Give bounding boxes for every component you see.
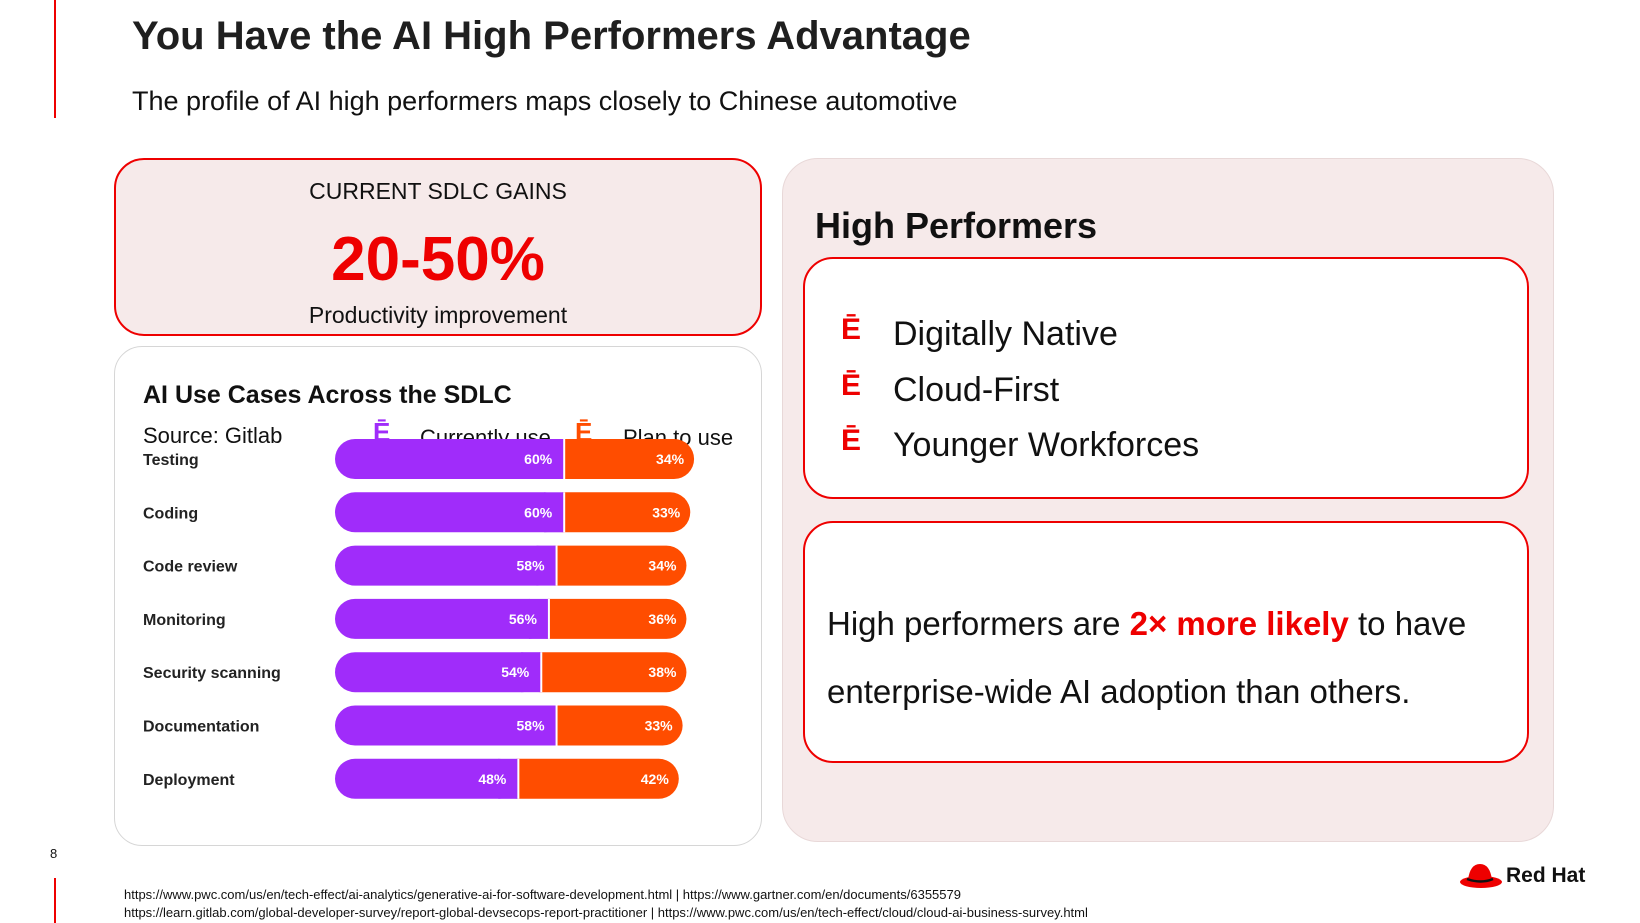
high-performers-title: High Performers xyxy=(815,205,1098,246)
bar-plan-to-use xyxy=(536,545,687,586)
bar-value-label: 60% xyxy=(524,451,553,467)
use-cases-card: AI Use Cases Across the SDLC Source: Git… xyxy=(114,346,762,846)
bar-currently-use-edge xyxy=(536,545,557,586)
category-label: Testing xyxy=(143,452,199,469)
bar-value-label: 34% xyxy=(648,558,677,574)
stat-line-2: enterprise-wide AI adoption than others. xyxy=(827,673,1411,710)
bar-currently-use-edge xyxy=(544,439,565,479)
bar-currently-use xyxy=(335,652,542,693)
bar-value-label: 33% xyxy=(652,504,681,520)
red-hat-icon xyxy=(1460,864,1502,888)
bar-plan-to-use xyxy=(544,492,691,533)
bar-value-label: 38% xyxy=(648,664,677,680)
bar-currently-use-edge xyxy=(498,758,519,799)
bar-plan-to-use xyxy=(544,439,695,479)
slide-subtitle: The profile of AI high performers maps c… xyxy=(132,86,958,116)
bar-value-label: 36% xyxy=(648,611,677,627)
bar-currently-use xyxy=(335,545,557,586)
bar-plan-to-use xyxy=(528,598,687,639)
trait-label: Cloud-First xyxy=(893,371,1060,409)
top-accent-line xyxy=(54,0,56,118)
page-number: 8 xyxy=(50,846,58,861)
bar-value-label: 58% xyxy=(517,558,546,574)
stat-prefix: High performers are xyxy=(827,605,1130,642)
bar-value-label: 56% xyxy=(509,611,538,627)
stat-suffix: to have xyxy=(1348,605,1467,642)
bottom-accent-line xyxy=(54,878,56,923)
sdlc-gains-card: CURRENT SDLC GAINS 20-50% Productivity i… xyxy=(114,158,762,336)
bar-value-label: 58% xyxy=(517,718,546,734)
bar-plan-to-use xyxy=(521,652,687,693)
bar-value-label: 60% xyxy=(524,504,553,520)
bar-currently-use xyxy=(335,598,549,639)
bar-currently-use xyxy=(335,439,565,479)
bar-value-label: 42% xyxy=(641,771,670,787)
category-label: Coding xyxy=(143,505,198,522)
bar-currently-use-edge xyxy=(536,705,557,746)
bullet-icon: Ē xyxy=(841,424,862,457)
bar-value-label: 34% xyxy=(656,451,685,467)
category-label: Monitoring xyxy=(143,612,226,629)
logo-text: Red Hat xyxy=(1506,864,1586,887)
stat-highlight: 2× more likely xyxy=(1129,605,1349,642)
category-label: Deployment xyxy=(143,772,235,789)
use-cases-title: AI Use Cases Across the SDLC xyxy=(143,381,512,409)
trait-label: Digitally Native xyxy=(893,315,1118,353)
trait-label: Younger Workforces xyxy=(893,426,1200,464)
bar-value-label: 54% xyxy=(501,664,530,680)
bar-currently-use xyxy=(335,758,519,799)
gains-value: 20-50% xyxy=(331,225,545,294)
high-performers-stat-card: High performers are 2× more likely to ha… xyxy=(803,521,1529,763)
category-label: Security scanning xyxy=(143,665,281,682)
category-label: Code review xyxy=(143,559,238,576)
stat-line-1: High performers are 2× more likely to ha… xyxy=(827,605,1466,643)
bullet-icon: Ē xyxy=(841,313,862,346)
category-label: Documentation xyxy=(143,719,259,736)
high-performers-traits-card: Ē Digitally Native Ē Cloud-First Ē Young… xyxy=(803,257,1529,499)
gains-label: CURRENT SDLC GAINS xyxy=(309,178,567,204)
slide-title: You Have the AI High Performers Advantag… xyxy=(132,14,971,58)
gains-caption: Productivity improvement xyxy=(308,302,568,328)
bar-currently-use xyxy=(335,492,565,533)
bar-currently-use-edge xyxy=(528,598,549,639)
bullet-icon: Ē xyxy=(841,369,862,402)
high-performers-panel: High Performers Ē Digitally Native Ē Clo… xyxy=(782,158,1554,842)
reference-line[interactable]: https://learn.gitlab.com/global-develope… xyxy=(124,905,1088,920)
bar-currently-use-edge xyxy=(521,652,542,693)
bar-plan-to-use xyxy=(536,705,683,746)
reference-line[interactable]: https://www.pwc.com/us/en/tech-effect/ai… xyxy=(124,887,961,902)
use-cases-bar-chart: Testing 60% 34% Coding 60% 33% Code review 58% 3… xyxy=(143,439,695,799)
use-cases-source: Source: Gitlab xyxy=(143,423,283,448)
bar-currently-use xyxy=(335,705,557,746)
bar-value-label: 48% xyxy=(478,771,507,787)
bar-plan-to-use xyxy=(498,758,679,799)
red-hat-logo: Red Hat xyxy=(1458,858,1598,898)
bar-value-label: 33% xyxy=(645,718,674,734)
bar-currently-use-edge xyxy=(544,492,565,533)
references: https://www.pwc.com/us/en/tech-effect/ai… xyxy=(124,886,1088,922)
